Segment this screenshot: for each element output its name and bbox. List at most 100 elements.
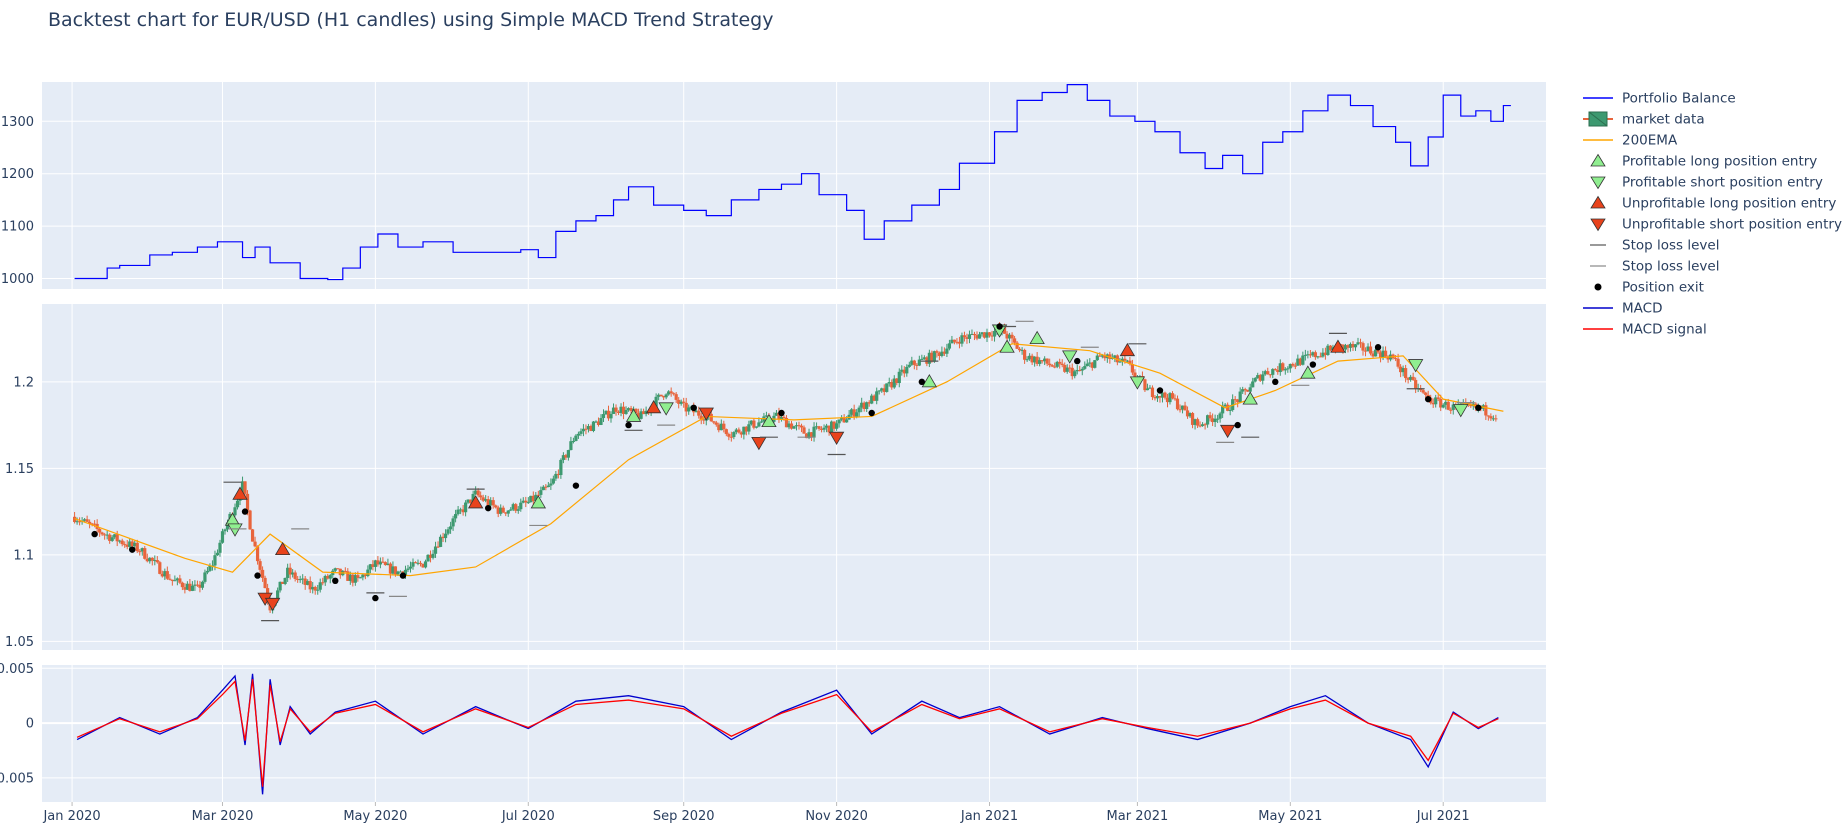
plot-area-price xyxy=(42,304,1546,650)
legend-item-profitable-short-position-entry[interactable]: Profitable short position entry xyxy=(1590,175,1823,191)
candle-body xyxy=(957,341,962,344)
candle-body xyxy=(185,583,189,590)
candle-body xyxy=(905,366,909,374)
candle-body xyxy=(1088,362,1092,364)
legend-item-unprofitable-short-position-entry[interactable]: Unprofitable short position entry xyxy=(1590,217,1842,233)
candle-body xyxy=(456,509,460,515)
candle-body xyxy=(245,493,250,511)
candle-body xyxy=(882,388,886,392)
legend-item-stop-loss-level[interactable]: Stop loss level xyxy=(1590,259,1719,275)
candle-body xyxy=(614,407,618,412)
candle-body xyxy=(376,560,380,565)
candle-body xyxy=(714,422,718,425)
candle-body xyxy=(694,410,698,413)
candle-body xyxy=(496,507,500,514)
candle-body xyxy=(1218,413,1222,419)
x-axis: Jan 2020 Mar 2020 May 2020 Jul 2020 Sep 2020… xyxy=(42,802,1470,824)
candle-body xyxy=(1198,425,1202,427)
marker-position-exit xyxy=(572,482,580,489)
legend-item-macd-signal[interactable]: MACD signal xyxy=(1583,322,1707,338)
legend-item-position-exit[interactable]: Position exit xyxy=(1594,280,1704,296)
candle-body xyxy=(827,425,831,433)
candle-body xyxy=(634,408,638,414)
candle-body xyxy=(438,536,443,547)
candle-body xyxy=(832,421,836,429)
candle-body xyxy=(594,421,598,423)
candle-body xyxy=(787,423,791,428)
candle-body xyxy=(809,432,814,438)
legend-label: Unprofitable short position entry xyxy=(1622,217,1842,233)
candle-body xyxy=(571,440,576,442)
candle-body xyxy=(794,425,799,427)
candle-body xyxy=(225,522,230,530)
candle-body xyxy=(491,500,495,506)
candle-body xyxy=(804,433,809,439)
candle-body xyxy=(123,544,127,546)
candle-body xyxy=(311,586,315,590)
candle-body xyxy=(529,495,533,503)
candle-body xyxy=(1043,358,1047,362)
candle-body xyxy=(255,546,260,562)
legend-swatch-triangle-down xyxy=(1590,176,1606,190)
candle-body xyxy=(1078,370,1082,372)
candle-body xyxy=(1012,338,1017,343)
legend-label: MACD signal xyxy=(1622,322,1707,338)
candle-body xyxy=(799,425,804,428)
candle-body xyxy=(549,483,553,486)
candle-body xyxy=(1361,343,1365,351)
candle-body xyxy=(155,560,159,563)
candle-body xyxy=(1155,396,1160,399)
candle-body xyxy=(1268,374,1272,376)
legend-item-profitable-long-position-entry[interactable]: Profitable long position entry xyxy=(1590,154,1817,170)
candle-body xyxy=(471,493,475,504)
marker-triangle-up xyxy=(530,495,547,509)
candle-body xyxy=(1373,349,1378,357)
candle-body xyxy=(992,331,997,337)
candle-body xyxy=(421,563,425,568)
candle-body xyxy=(120,540,124,545)
marker-position-exit xyxy=(625,421,632,429)
candle-body xyxy=(1048,363,1052,366)
candle-body xyxy=(110,537,114,541)
series-line-portfolio-balance xyxy=(74,84,1511,281)
legend-item-unprofitable-long-position-entry[interactable]: Unprofitable long position entry xyxy=(1590,196,1836,212)
legend-item-stop-loss-level[interactable]: Stop loss level xyxy=(1590,238,1719,254)
marker-triangle-up xyxy=(625,408,642,422)
candle-body xyxy=(1045,358,1049,364)
legend-item-macd[interactable]: MACD xyxy=(1583,301,1662,317)
candle-body xyxy=(982,332,987,338)
candle-body xyxy=(830,421,834,433)
legend[interactable]: Portfolio Balance market data 200EMA Profit… xyxy=(1583,91,1842,338)
candle-body xyxy=(388,563,393,574)
marker-position-exit xyxy=(332,577,339,584)
x-tick-label: May 2021 xyxy=(1258,809,1322,824)
candle-body xyxy=(699,415,703,420)
candle-body xyxy=(240,481,245,497)
candle-body xyxy=(193,584,197,586)
marker-position-exit xyxy=(1424,395,1432,403)
candle-body xyxy=(1075,370,1079,372)
candle-body xyxy=(1200,424,1205,426)
marker-triangle-down xyxy=(227,523,243,537)
candle-body xyxy=(1303,354,1307,356)
marker-triangle-up xyxy=(1300,365,1316,379)
candle-body xyxy=(1113,355,1117,358)
candle-body xyxy=(1163,392,1167,398)
candle-body xyxy=(1278,363,1282,373)
candle-body xyxy=(348,574,352,581)
candle-body xyxy=(1346,345,1350,348)
candle-body xyxy=(195,584,200,586)
candle-body xyxy=(619,406,623,413)
candle-body xyxy=(479,495,483,498)
legend-item-market-data[interactable]: market data xyxy=(1583,111,1705,128)
candle-body xyxy=(163,571,167,577)
legend-item-portfolio-balance[interactable]: Portfolio Balance xyxy=(1583,91,1736,107)
candle-body xyxy=(556,473,560,476)
candle-body xyxy=(509,509,513,511)
legend-item-200ema[interactable]: 200EMA xyxy=(1583,133,1678,149)
candle-body xyxy=(303,578,307,585)
candle-body xyxy=(945,348,949,354)
candle-body xyxy=(436,546,440,548)
candle-body xyxy=(752,420,756,428)
candle-body xyxy=(564,455,568,458)
